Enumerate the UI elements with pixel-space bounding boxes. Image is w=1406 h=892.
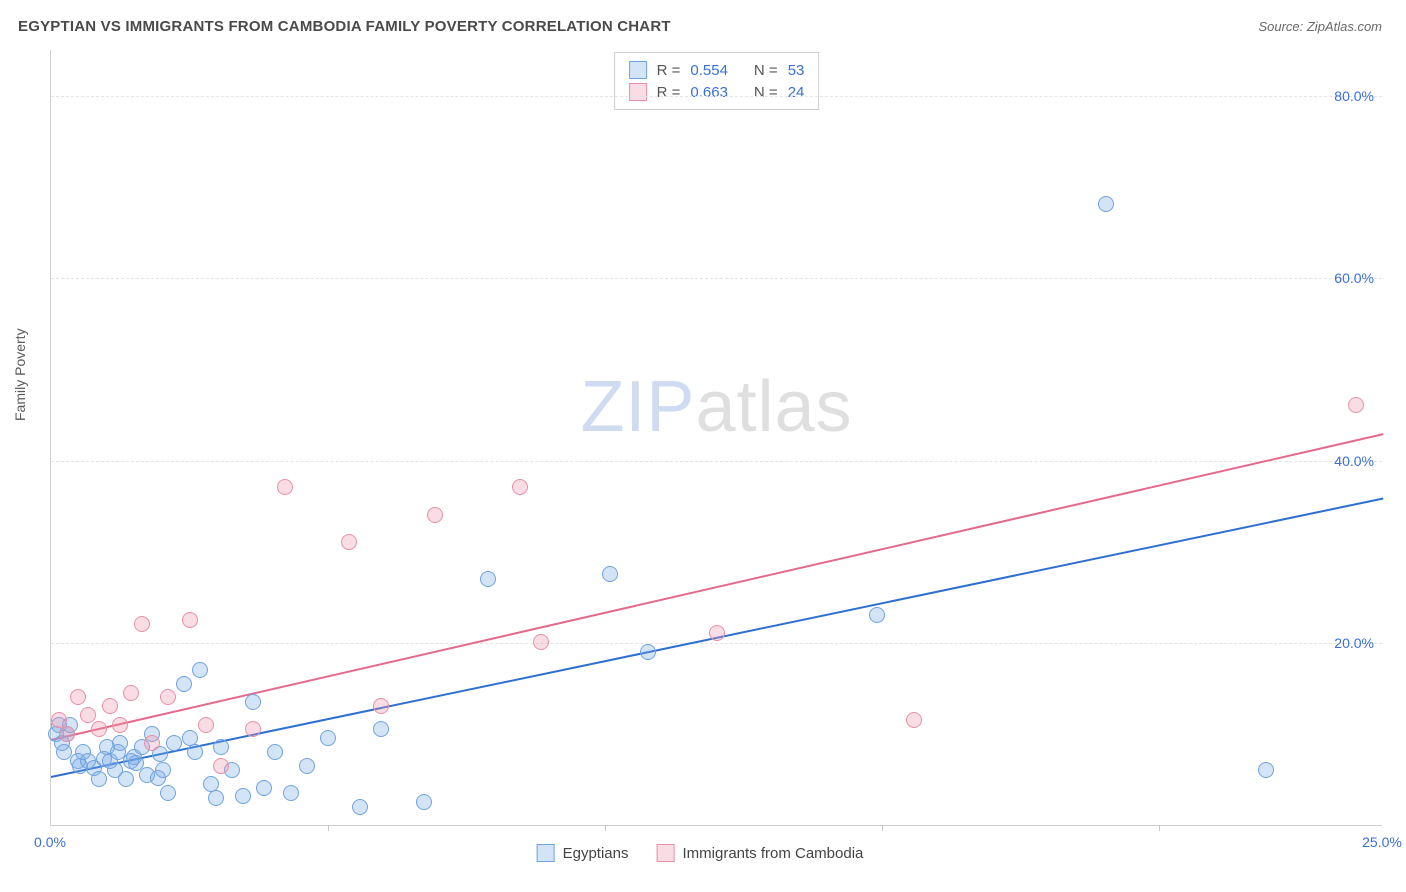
data-point xyxy=(155,762,171,778)
r-value: 0.554 xyxy=(690,62,728,79)
n-value: 24 xyxy=(788,84,805,101)
data-point xyxy=(80,707,96,723)
gridline-horizontal xyxy=(51,96,1382,97)
data-point xyxy=(182,612,198,628)
data-point xyxy=(352,799,368,815)
data-point xyxy=(277,479,293,495)
x-minor-tick xyxy=(882,825,883,831)
source-attribution: Source: ZipAtlas.com xyxy=(1258,19,1382,34)
legend-swatch xyxy=(629,83,647,101)
stats-legend: R = 0.554 N = 53 R = 0.663 N = 24 xyxy=(614,52,820,110)
data-point xyxy=(299,758,315,774)
y-tick-label: 40.0% xyxy=(1334,453,1374,469)
data-point xyxy=(213,758,229,774)
data-point xyxy=(134,616,150,632)
data-point xyxy=(235,788,251,804)
n-label: N = xyxy=(754,84,778,101)
data-point xyxy=(602,566,618,582)
data-point xyxy=(59,726,75,742)
data-point xyxy=(166,735,182,751)
series-legend-item: Immigrants from Cambodia xyxy=(656,844,863,862)
data-point xyxy=(1258,762,1274,778)
series-legend-item: Egyptians xyxy=(537,844,629,862)
data-point xyxy=(640,644,656,660)
x-tick-label: 25.0% xyxy=(1362,834,1402,850)
data-point xyxy=(245,721,261,737)
data-point xyxy=(267,744,283,760)
r-label: R = xyxy=(657,62,681,79)
data-point xyxy=(320,730,336,746)
data-point xyxy=(112,735,128,751)
n-label: N = xyxy=(754,62,778,79)
r-label: R = xyxy=(657,84,681,101)
watermark-atlas: atlas xyxy=(695,367,852,447)
chart-container: Family Poverty ZIPatlas R = 0.554N = 53R… xyxy=(18,50,1382,872)
x-tick-label: 0.0% xyxy=(34,834,66,850)
y-tick-label: 20.0% xyxy=(1334,635,1374,651)
data-point xyxy=(533,634,549,650)
data-point xyxy=(176,676,192,692)
data-point xyxy=(144,735,160,751)
watermark-zip: ZIP xyxy=(580,367,695,447)
data-point xyxy=(102,698,118,714)
legend-swatch xyxy=(656,844,674,862)
legend-swatch xyxy=(629,61,647,79)
data-point xyxy=(869,607,885,623)
plot-area: ZIPatlas R = 0.554N = 53R = 0.663N = 24 … xyxy=(50,50,1382,826)
legend-swatch xyxy=(537,844,555,862)
chart-title: EGYPTIAN VS IMMIGRANTS FROM CAMBODIA FAM… xyxy=(18,18,671,35)
data-point xyxy=(512,479,528,495)
gridline-horizontal xyxy=(51,461,1382,462)
data-point xyxy=(1348,397,1364,413)
data-point xyxy=(213,739,229,755)
series-legend-label: Egyptians xyxy=(563,845,629,862)
stats-legend-row: R = 0.554 N = 53 xyxy=(629,59,805,81)
data-point xyxy=(187,744,203,760)
y-tick-label: 80.0% xyxy=(1334,88,1374,104)
r-value: 0.663 xyxy=(690,84,728,101)
stats-legend-row: R = 0.663 N = 24 xyxy=(629,81,805,103)
x-minor-tick xyxy=(1159,825,1160,831)
n-value: 53 xyxy=(788,62,805,79)
data-point xyxy=(160,689,176,705)
data-point xyxy=(283,785,299,801)
data-point xyxy=(416,794,432,810)
series-legend: Egyptians Immigrants from Cambodia xyxy=(537,844,864,862)
data-point xyxy=(112,717,128,733)
series-legend-label: Immigrants from Cambodia xyxy=(682,845,863,862)
data-point xyxy=(91,771,107,787)
gridline-horizontal xyxy=(51,643,1382,644)
data-point xyxy=(256,780,272,796)
data-point xyxy=(709,625,725,641)
data-point xyxy=(245,694,261,710)
data-point xyxy=(118,771,134,787)
data-point xyxy=(91,721,107,737)
data-point xyxy=(192,662,208,678)
data-point xyxy=(1098,196,1114,212)
watermark: ZIPatlas xyxy=(580,366,852,448)
data-point xyxy=(480,571,496,587)
data-point xyxy=(70,689,86,705)
data-point xyxy=(373,698,389,714)
y-axis-label: Family Poverty xyxy=(12,328,28,421)
y-tick-label: 60.0% xyxy=(1334,270,1374,286)
data-point xyxy=(373,721,389,737)
data-point xyxy=(198,717,214,733)
x-minor-tick xyxy=(605,825,606,831)
data-point xyxy=(160,785,176,801)
data-point xyxy=(208,790,224,806)
data-point xyxy=(341,534,357,550)
gridline-horizontal xyxy=(51,278,1382,279)
data-point xyxy=(427,507,443,523)
data-point xyxy=(906,712,922,728)
x-minor-tick xyxy=(328,825,329,831)
data-point xyxy=(123,685,139,701)
